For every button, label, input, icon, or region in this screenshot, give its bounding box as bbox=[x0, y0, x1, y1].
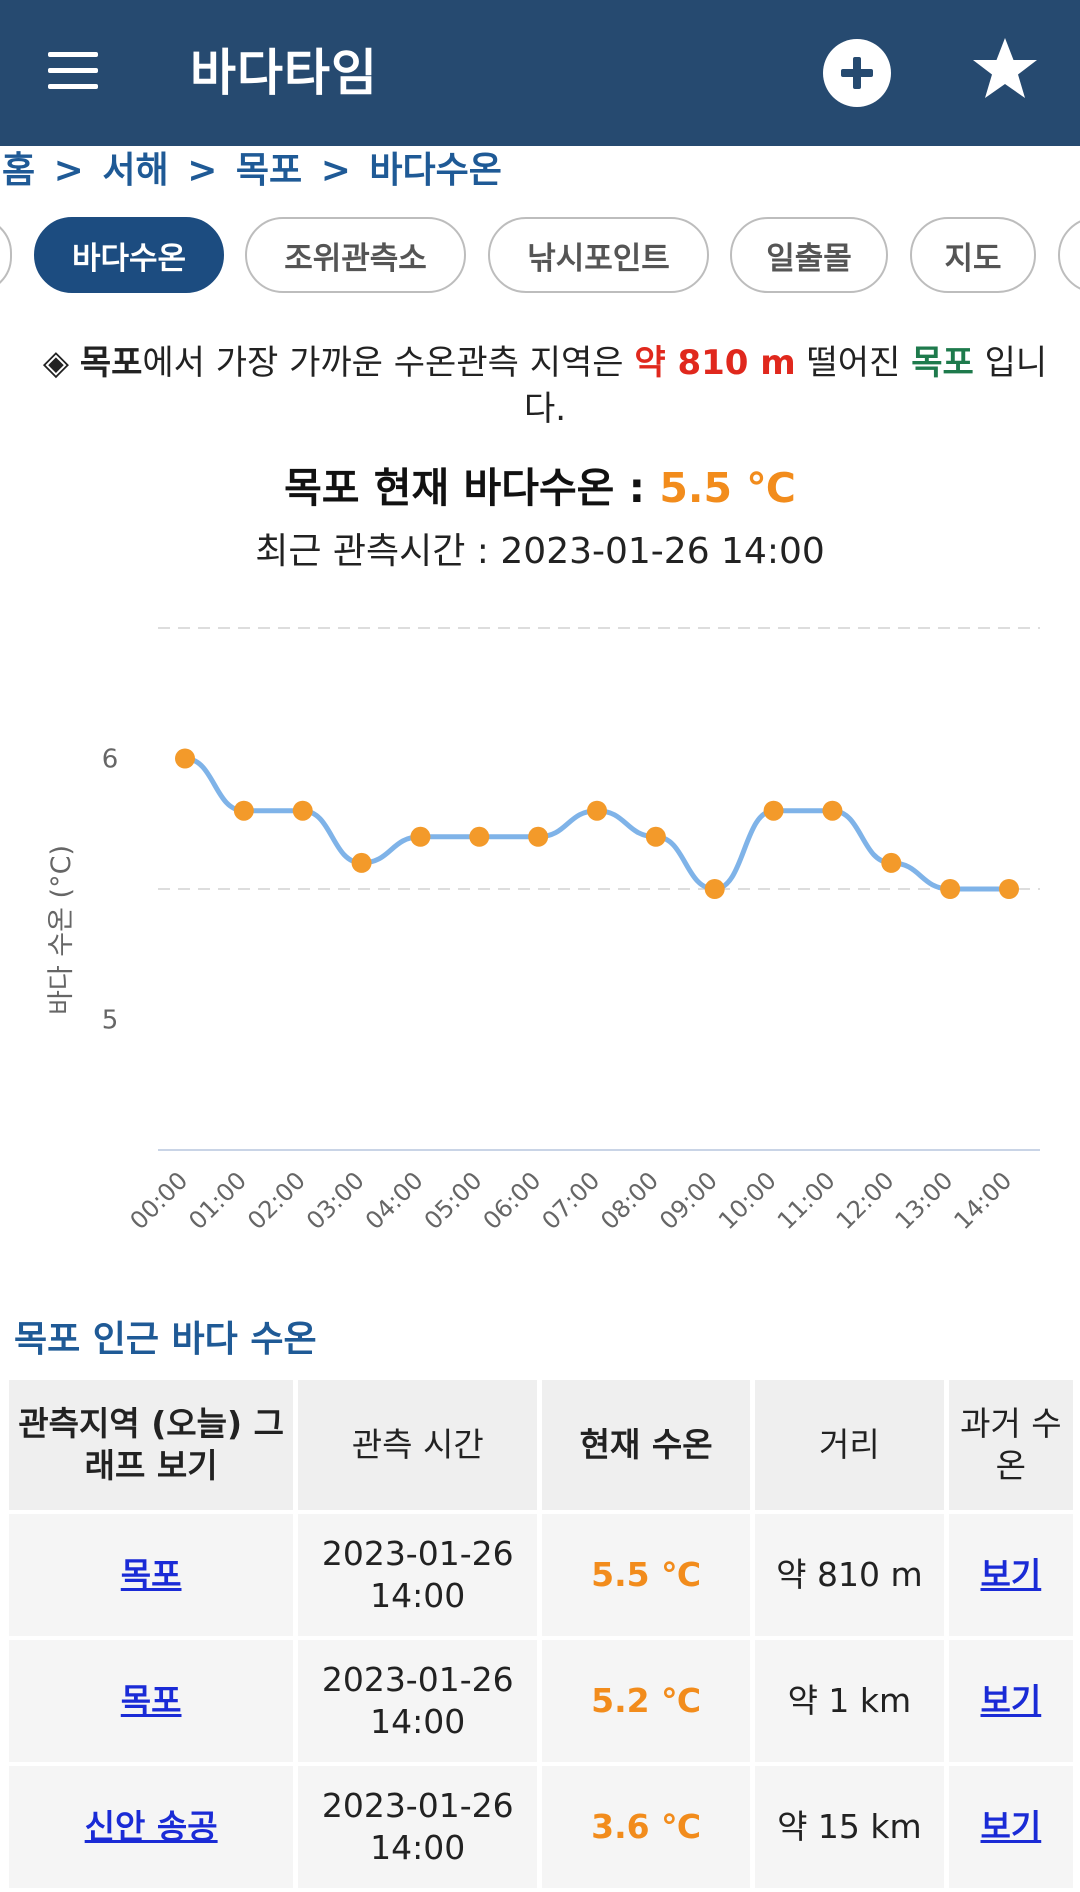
data-point[interactable] bbox=[763, 800, 784, 821]
obs-date: 2023-01-26 bbox=[321, 1660, 514, 1699]
info-text-3: 입니다. bbox=[523, 343, 1048, 429]
tab-fishing-point[interactable]: 낚시포인트 bbox=[488, 217, 709, 293]
x-tick-label: 01:00 bbox=[183, 1166, 252, 1235]
x-tick-label: 00:00 bbox=[125, 1166, 194, 1235]
bullet-icon: ◈ bbox=[42, 343, 70, 383]
distance-value: 약 810 m bbox=[755, 1514, 944, 1636]
temp-value: 3.6 ℃ bbox=[542, 1766, 751, 1888]
data-point[interactable] bbox=[528, 826, 549, 847]
distance-value: 약 15 km bbox=[755, 1766, 944, 1888]
y-tick-label: 6 bbox=[102, 745, 119, 775]
breadcrumb-separator: > bbox=[53, 150, 84, 191]
x-tick-label: 12:00 bbox=[831, 1166, 900, 1235]
data-point[interactable] bbox=[645, 826, 666, 847]
x-tick-label: 08:00 bbox=[595, 1166, 664, 1235]
nearby-table: 관측지역 (오늘) 그래프 보기 관측 시간 현재 수온 거리 과거 수온 목포… bbox=[4, 1376, 1078, 1892]
obs-time: 14:00 bbox=[370, 1576, 466, 1615]
info-place: 목포 bbox=[79, 343, 143, 383]
current-temp-value: 5.5 ℃ bbox=[659, 464, 796, 512]
history-link[interactable]: 보기 bbox=[980, 1555, 1042, 1594]
sea-temp-chart: 바다 수온 (°C) 65 00:0001:0002:0003:0004:000… bbox=[46, 627, 1040, 1235]
table-row: 목포 2023-01-26 14:00 5.5 ℃ 약 810 m 보기 bbox=[9, 1514, 1073, 1636]
breadcrumb: 홈 > 서해 > 목포 > 바다수온 bbox=[2, 148, 508, 194]
obs-datetime: 2023-01-26 14:00 bbox=[298, 1766, 538, 1888]
current-temp-label: 목포 현재 바다수온 : bbox=[284, 464, 646, 512]
x-tick-label: 07:00 bbox=[537, 1166, 606, 1235]
data-point[interactable] bbox=[704, 879, 725, 899]
data-point[interactable] bbox=[587, 800, 607, 821]
distance-value: 약 1 km bbox=[755, 1640, 944, 1762]
hamburger-menu-icon[interactable] bbox=[48, 52, 98, 90]
breadcrumb-region[interactable]: 서해 bbox=[102, 150, 169, 191]
info-station: 목포 bbox=[911, 343, 974, 383]
data-point[interactable] bbox=[469, 826, 490, 847]
table-row: 신안 송공 2023-01-26 14:00 3.6 ℃ 약 15 km 보기 bbox=[9, 1766, 1073, 1888]
data-point[interactable] bbox=[233, 800, 254, 821]
table-header-row: 관측지역 (오늘) 그래프 보기 관측 시간 현재 수온 거리 과거 수온 bbox=[9, 1380, 1073, 1510]
y-tick-label: 5 bbox=[102, 1006, 119, 1036]
info-distance: 약 810 m bbox=[634, 343, 796, 383]
tab-bar: 바다수온 조위관측소 낚시포인트 일출몰 지도 bbox=[0, 217, 1080, 297]
history-link[interactable]: 보기 bbox=[980, 1681, 1042, 1720]
obs-date: 2023-01-26 bbox=[321, 1786, 514, 1825]
info-text-1: 에서 가장 가까운 수온관측 지역은 bbox=[142, 343, 624, 383]
x-tick-label: 14:00 bbox=[949, 1166, 1018, 1235]
data-point[interactable] bbox=[292, 800, 313, 821]
x-tick-label: 09:00 bbox=[654, 1166, 723, 1235]
temp-value: 5.2 ℃ bbox=[542, 1640, 751, 1762]
nearest-station-info: ◈ 목포에서 가장 가까운 수온관측 지역은 약 810 m 떨어진 목포 입니… bbox=[30, 340, 1060, 432]
breadcrumb-city[interactable]: 목포 bbox=[235, 150, 303, 191]
station-link[interactable]: 목포 bbox=[120, 1555, 182, 1594]
obs-time: 14:00 bbox=[370, 1702, 466, 1741]
data-point[interactable] bbox=[940, 879, 961, 899]
data-point[interactable] bbox=[881, 852, 902, 873]
app-bar: 바다타임 bbox=[0, 0, 1080, 146]
obs-datetime: 2023-01-26 14:00 bbox=[298, 1514, 538, 1636]
plus-circle-icon[interactable] bbox=[822, 38, 892, 108]
tab-tide-station[interactable]: 조위관측소 bbox=[245, 217, 466, 293]
obs-datetime: 2023-01-26 14:00 bbox=[298, 1640, 538, 1762]
data-point[interactable] bbox=[410, 826, 431, 847]
y-axis-label: 바다 수온 (°C) bbox=[46, 845, 77, 1015]
station-link[interactable]: 목포 bbox=[120, 1681, 182, 1720]
table-row: 목포 2023-01-26 14:00 5.2 ℃ 약 1 km 보기 bbox=[9, 1640, 1073, 1762]
header-history: 과거 수온 bbox=[948, 1380, 1073, 1510]
temp-value: 5.5 ℃ bbox=[542, 1514, 751, 1636]
star-icon[interactable] bbox=[970, 34, 1040, 104]
x-tick-label: 05:00 bbox=[419, 1166, 488, 1235]
x-tick-label: 13:00 bbox=[890, 1166, 959, 1235]
history-link[interactable]: 보기 bbox=[980, 1807, 1042, 1846]
breadcrumb-separator: > bbox=[187, 150, 218, 191]
x-tick-label: 03:00 bbox=[301, 1166, 370, 1235]
nearby-section-title: 목포 인근 바다 수온 bbox=[14, 1319, 317, 1360]
x-tick-label: 04:00 bbox=[360, 1166, 429, 1235]
current-temp-heading: 목포 현재 바다수온 : 5.5 ℃ bbox=[0, 460, 1080, 516]
breadcrumb-home[interactable]: 홈 bbox=[2, 150, 36, 191]
data-point[interactable] bbox=[351, 852, 372, 873]
obs-date: 2023-01-26 bbox=[321, 1534, 514, 1573]
obs-time: 14:00 bbox=[370, 1828, 466, 1867]
tab-sea-temp[interactable]: 바다수온 bbox=[34, 217, 224, 293]
tab-next-partial[interactable] bbox=[1058, 217, 1080, 293]
header-temp: 현재 수온 bbox=[542, 1380, 751, 1510]
header-station: 관측지역 (오늘) 그래프 보기 bbox=[9, 1380, 294, 1510]
x-tick-label: 11:00 bbox=[772, 1166, 841, 1235]
app-title: 바다타임 bbox=[190, 44, 378, 102]
header-distance: 거리 bbox=[755, 1380, 944, 1510]
breadcrumb-separator: > bbox=[320, 150, 351, 191]
header-time: 관측 시간 bbox=[298, 1380, 538, 1510]
data-point[interactable] bbox=[175, 748, 195, 769]
data-point[interactable] bbox=[999, 879, 1019, 899]
tab-sunrise-sunset[interactable]: 일출몰 bbox=[730, 217, 888, 293]
x-tick-label: 02:00 bbox=[242, 1166, 311, 1235]
x-tick-label: 06:00 bbox=[478, 1166, 547, 1235]
observation-time: 최근 관측시간 : 2023-01-26 14:00 bbox=[255, 531, 825, 572]
station-link[interactable]: 신안 송공 bbox=[84, 1807, 218, 1846]
info-text-2: 떨어진 bbox=[806, 343, 901, 383]
tab-map[interactable]: 지도 bbox=[910, 217, 1036, 293]
tab-previous-partial[interactable] bbox=[0, 217, 12, 293]
breadcrumb-current: 바다수온 bbox=[369, 150, 502, 191]
data-point[interactable] bbox=[822, 800, 843, 821]
x-tick-label: 10:00 bbox=[713, 1166, 782, 1235]
